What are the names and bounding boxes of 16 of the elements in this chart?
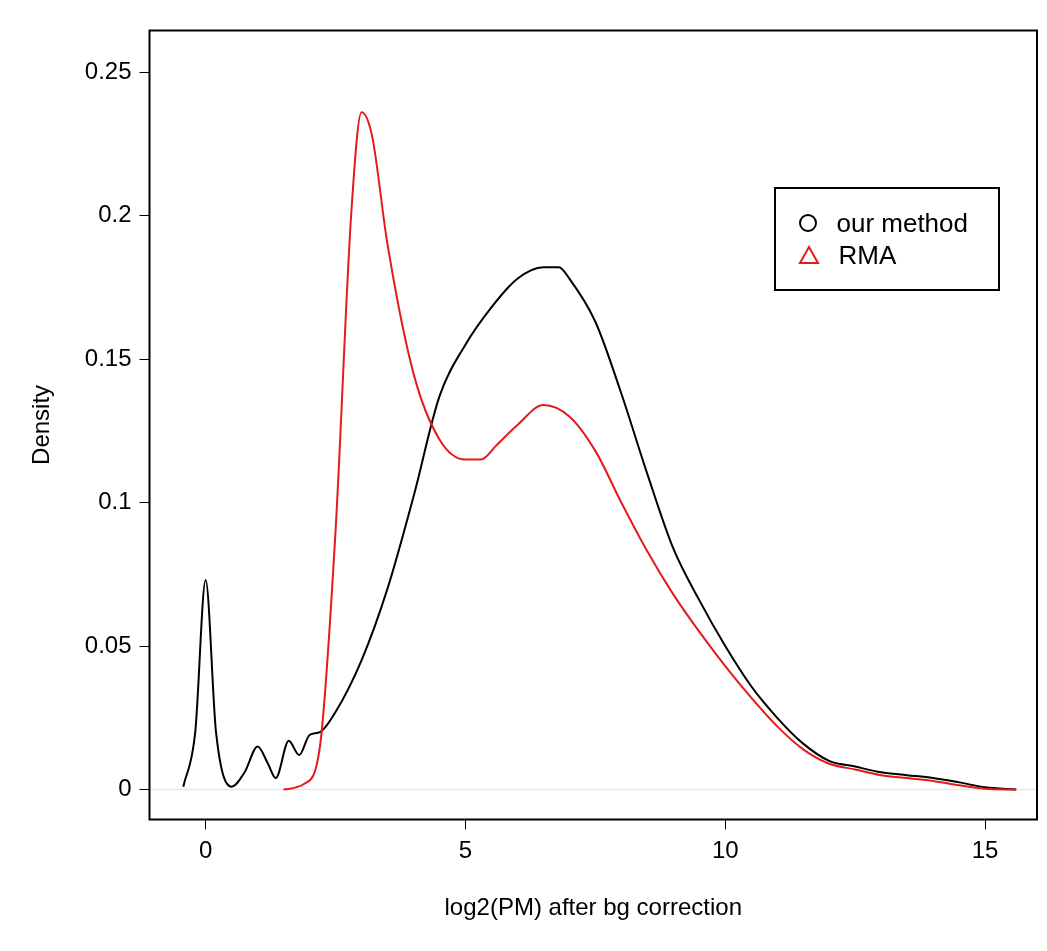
x-tick-label: 10 — [711, 836, 739, 864]
x-tick-label: 0 — [198, 836, 213, 864]
y-tick-label: 0.1 — [98, 487, 132, 515]
y-tick-label: 0.05 — [84, 630, 132, 658]
x-tick-label: 15 — [971, 836, 999, 864]
x-tick-label: 5 — [458, 836, 473, 864]
y-axis-title: Density — [27, 384, 55, 465]
y-tick-label: 0.15 — [84, 343, 132, 371]
y-tick-label: 0 — [118, 774, 132, 802]
x-axis-title: log2(PM) after bg correction — [444, 893, 742, 921]
y-tick-label: 0.25 — [84, 56, 132, 84]
legend-label: our method — [836, 207, 968, 239]
line-series — [182, 266, 1018, 791]
line-series — [282, 111, 1018, 791]
legend-label: RMA — [838, 239, 897, 271]
y-tick-label: 0.2 — [98, 200, 132, 228]
